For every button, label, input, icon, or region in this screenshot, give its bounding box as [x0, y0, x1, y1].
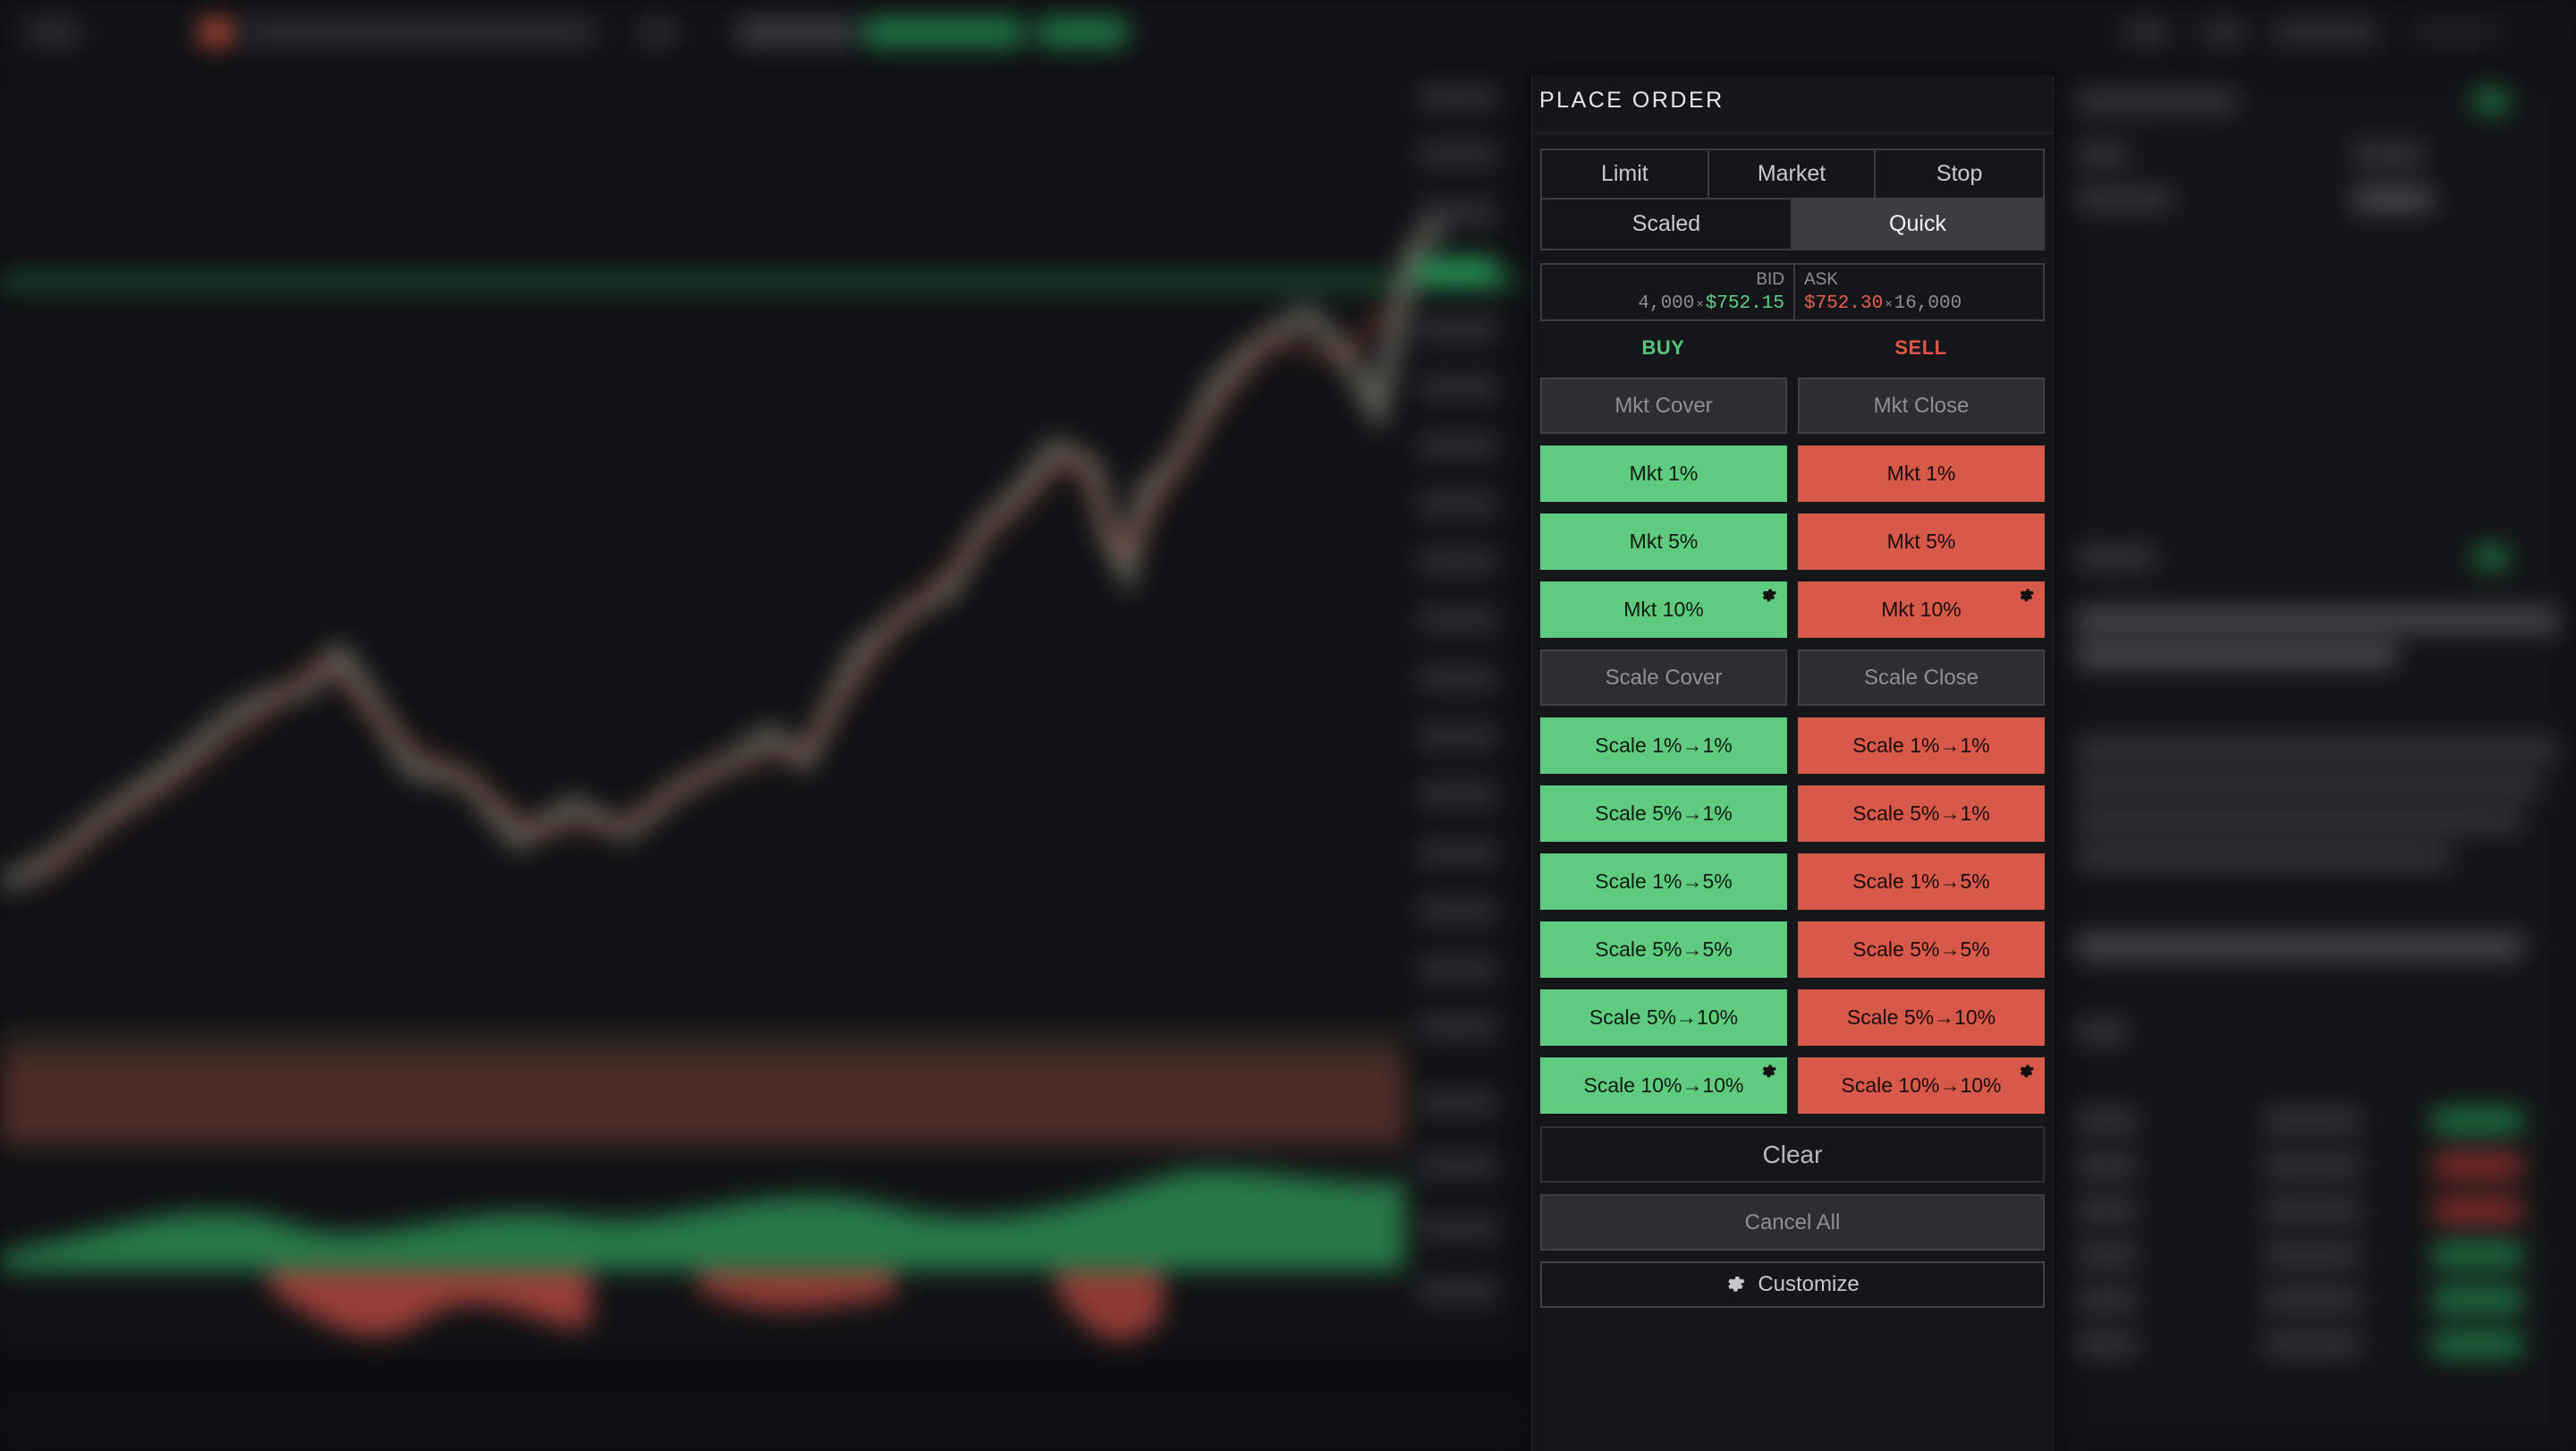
toolbar-chip [640, 18, 675, 47]
ask-times: × [1885, 298, 1893, 312]
tab-stop[interactable]: Stop [1876, 150, 2043, 199]
sell-mkt-10-label: Mkt 10% [1881, 598, 1962, 621]
title-divider [1532, 132, 2053, 133]
bid-caption: BID [1756, 270, 1784, 289]
sell-mkt-5-button[interactable]: Mkt 5% [1798, 513, 2045, 570]
customize-label: Customize [1758, 1272, 1860, 1296]
menu-chip [27, 18, 80, 47]
buy-scale-1-5-button[interactable]: Scale 1%→5% [1540, 853, 1787, 910]
price-chart [0, 208, 1521, 1341]
chart-bottom-strip [0, 1391, 1521, 1451]
sell-scale-5-5-button[interactable]: Scale 5%→5% [1798, 921, 2045, 978]
buy-scale-1-1-button[interactable]: Scale 1%→1% [1540, 717, 1787, 774]
topbar-button-1 [2124, 18, 2169, 47]
sell-scale-10-10-label: Scale 10%→10% [1841, 1073, 2002, 1097]
cancel-all-button[interactable]: Cancel All [1540, 1194, 2045, 1251]
buy-mkt-5-button[interactable]: Mkt 5% [1540, 513, 1787, 570]
gear-icon[interactable] [2018, 587, 2036, 605]
bid-section: BID 4,000 ×$752.15 [1542, 265, 1795, 319]
panel-title: PLACE ORDER [1539, 88, 1724, 113]
buy-scale-5-10-button[interactable]: Scale 5%→10% [1540, 989, 1787, 1046]
bid-ask-quote: BID 4,000 ×$752.15 ASK $752.30 ×16,000 [1540, 263, 2045, 321]
symbol-logo [199, 18, 234, 47]
ask-section: ASK $752.30 ×16,000 [1793, 265, 2045, 319]
side-panel-right [2066, 72, 2576, 1451]
buy-mkt-10-label: Mkt 10% [1623, 598, 1704, 621]
buy-scale-5-5-button[interactable]: Scale 5%→5% [1540, 921, 1787, 978]
gear-icon[interactable] [1760, 1063, 1778, 1081]
buy-heading: BUY [1641, 336, 1685, 359]
price-chip [738, 18, 854, 47]
bid-price[interactable]: $752.15 [1705, 293, 1784, 314]
sell-mkt-1-button[interactable]: Mkt 1% [1798, 445, 2045, 502]
gear-icon[interactable] [1760, 587, 1778, 605]
buy-scale-10-10-label: Scale 10%→10% [1583, 1073, 1744, 1097]
ask-caption: ASK [1804, 270, 1839, 289]
top-bar [0, 0, 2576, 64]
tab-market[interactable]: Market [1708, 150, 1877, 199]
buy-mkt-10-button[interactable]: Mkt 10% [1540, 581, 1787, 638]
ask-price[interactable]: $752.30 [1804, 293, 1884, 314]
place-order-panel: PLACE ORDER Limit Market Stop Scaled Qui… [1531, 75, 2054, 1451]
scale-close-button[interactable]: Scale Close [1798, 649, 2045, 706]
gear-icon [1728, 1277, 1745, 1292]
tab-quick[interactable]: Quick [1792, 199, 2043, 249]
sell-scale-1-5-button[interactable]: Scale 1%→5% [1798, 853, 2045, 910]
sell-scale-5-1-button[interactable]: Scale 5%→1% [1798, 785, 2045, 842]
buy-scale-5-1-button[interactable]: Scale 5%→1% [1540, 785, 1787, 842]
tab-scaled[interactable]: Scaled [1542, 199, 1792, 249]
change-pct-chip [1038, 18, 1127, 47]
sell-scale-10-10-button[interactable]: Scale 10%→10% [1798, 1057, 2045, 1114]
customize-button[interactable]: Customize [1540, 1261, 2045, 1308]
buy-mkt-1-button[interactable]: Mkt 1% [1540, 445, 1787, 502]
bid-times: × [1696, 298, 1704, 312]
sell-mkt-10-button[interactable]: Mkt 10% [1798, 581, 2045, 638]
buy-scale-10-10-button[interactable]: Scale 10%→10% [1540, 1057, 1787, 1114]
ask-values: $752.30 ×16,000 [1804, 293, 1962, 314]
topbar-button-3 [2272, 18, 2379, 47]
clear-button[interactable]: Clear [1540, 1126, 2045, 1183]
oscillator [0, 1154, 1404, 1341]
scale-cover-button[interactable]: Scale Cover [1540, 649, 1787, 706]
sell-scale-1-1-button[interactable]: Scale 1%→1% [1798, 717, 2045, 774]
ask-size: 16,000 [1894, 293, 1962, 314]
sell-scale-5-10-button[interactable]: Scale 5%→10% [1798, 989, 2045, 1046]
gear-icon[interactable] [2018, 1063, 2036, 1081]
bid-values: 4,000 ×$752.15 [1638, 293, 1784, 314]
symbol-name-placeholder [246, 18, 595, 47]
topbar-button-2 [2200, 18, 2245, 47]
topbar-button-4 [2415, 18, 2496, 47]
tab-limit[interactable]: Limit [1542, 150, 1709, 199]
sell-heading: SELL [1894, 336, 1947, 359]
volume-bars [0, 1029, 1404, 1145]
mkt-cover-button[interactable]: Mkt Cover [1540, 378, 1787, 434]
order-type-tabs: Limit Market Stop Scaled Quick [1540, 148, 2045, 250]
bid-size: 4,000 [1638, 293, 1695, 314]
change-chip [863, 18, 1024, 47]
mkt-close-button[interactable]: Mkt Close [1798, 378, 2045, 434]
